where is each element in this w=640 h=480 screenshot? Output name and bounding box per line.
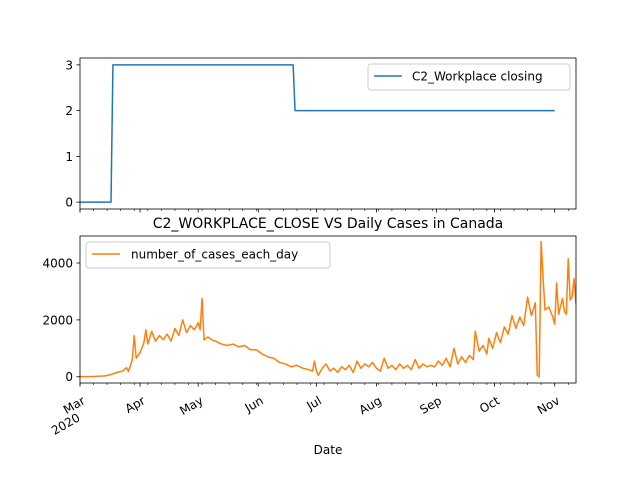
y-tick-label: 2	[65, 104, 73, 118]
bottom-series-group	[80, 240, 576, 378]
y-tick-label: 0	[65, 370, 73, 384]
bottom-legend-box	[85, 241, 331, 269]
top-y-ticks: 0 1 2 3	[65, 58, 80, 210]
y-tick-label: 2000	[42, 313, 73, 327]
x-tick-label: Jul	[303, 393, 323, 413]
series-line-0	[80, 240, 576, 378]
y-tick-label: 0	[65, 196, 73, 210]
top-legend: C2_Workplace closing	[367, 63, 571, 91]
bottom-y-ticks: 0 2000 4000	[42, 257, 80, 384]
top-subplot: 0 1 2 3 C2_Workplace closing	[65, 57, 577, 213]
top-series-group	[80, 64, 555, 203]
y-tick-label: 1	[65, 150, 73, 164]
bottom-chart-title: C2_WORKPLACE_CLOSE VS Daily Cases in Can…	[153, 216, 504, 232]
top-x-ticks	[79, 209, 569, 213]
bottom-x-axis-label: Date	[314, 443, 343, 457]
top-legend-label: C2_Workplace closing	[412, 70, 543, 84]
top-axes-frame	[79, 57, 577, 210]
series-line-0	[80, 64, 555, 203]
y-tick-label: 3	[65, 58, 73, 72]
y-tick-label: 4000	[42, 257, 73, 271]
top-legend-box	[367, 63, 571, 91]
bottom-legend: number_of_cases_each_day	[85, 241, 331, 269]
bottom-axes-frame	[79, 235, 577, 384]
bottom-legend-label: number_of_cases_each_day	[131, 248, 298, 262]
